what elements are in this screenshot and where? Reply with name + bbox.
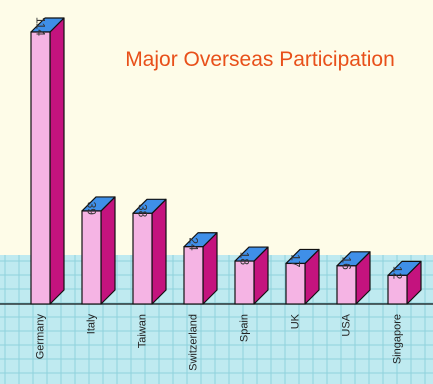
value-label: 12 [391, 266, 405, 280]
value-label: 38 [136, 204, 150, 218]
bar-spain: 18 [234, 246, 269, 305]
bar-side [49, 17, 65, 305]
value-label: 17 [289, 254, 303, 268]
category-label-usa: USA [341, 313, 353, 336]
category-labels: Germany Italy Taiwan Switzerland Spain UK USA S… [35, 313, 404, 371]
bar-germany: 114 [30, 17, 65, 305]
bar-uk: 17 [285, 248, 320, 305]
value-label: 114 [34, 17, 48, 36]
bar-side [151, 198, 167, 305]
bar-italy: 39 [81, 196, 116, 305]
category-label-italy: Italy [86, 314, 98, 335]
category-label-taiwan: Taiwan [137, 314, 149, 348]
bar-switzerland: 24 [183, 232, 218, 305]
value-label: 24 [187, 237, 201, 251]
chart-title: Major Overseas Participation [125, 48, 395, 71]
bar-front [30, 31, 51, 305]
bar-taiwan: 38 [132, 198, 167, 305]
bar-front [183, 246, 204, 305]
bars: 114 39 38 24 18 17 16 12 [30, 17, 422, 305]
bar-singapore: 12 [387, 260, 422, 305]
bar-front [81, 210, 102, 305]
bar-front [336, 265, 357, 305]
bar-front [285, 262, 306, 305]
bar-usa: 16 [336, 251, 371, 305]
bar-front [387, 274, 408, 305]
value-label: 39 [85, 202, 99, 216]
bar-front [132, 212, 153, 305]
category-label-singapore: Singapore [392, 314, 404, 364]
bar-front [234, 260, 255, 305]
category-label-spain: Spain [239, 314, 251, 342]
category-label-uk: UK [290, 313, 302, 329]
category-label-switzerland: Switzerland [188, 314, 200, 371]
category-label-germany: Germany [35, 314, 47, 360]
bar-side [100, 196, 116, 305]
value-label: 18 [238, 252, 252, 266]
value-label: 16 [340, 256, 354, 270]
